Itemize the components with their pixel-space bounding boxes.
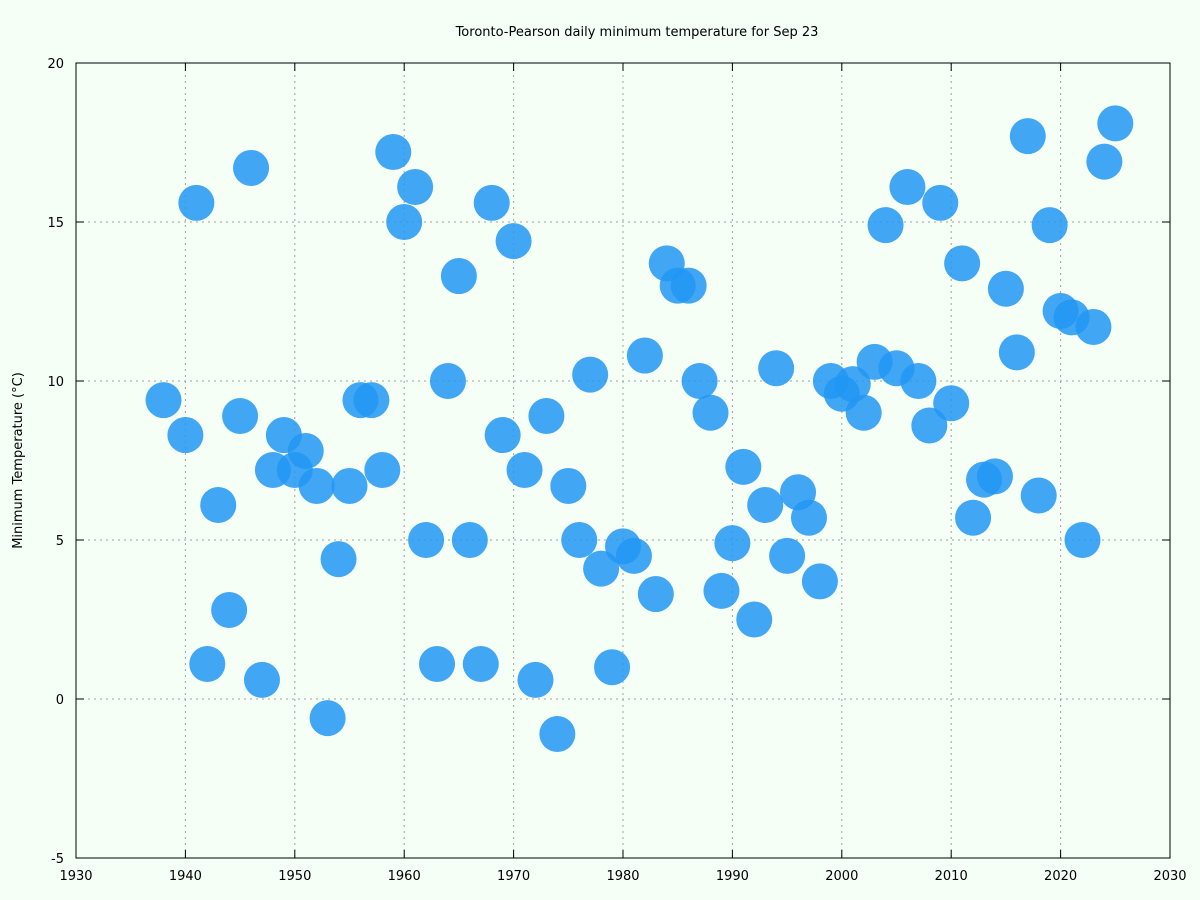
x-tick-label: 1940: [169, 869, 202, 884]
data-point: [484, 417, 521, 454]
data-point: [681, 363, 718, 399]
data-point: [736, 601, 773, 638]
data-point: [725, 448, 762, 485]
data-point: [834, 366, 871, 403]
x-tick-label: 2000: [825, 869, 858, 884]
x-tick-label: 1930: [59, 869, 92, 884]
x-tick-label: 1980: [606, 869, 639, 884]
data-point: [331, 467, 368, 504]
data-point: [594, 649, 631, 686]
data-point: [495, 223, 532, 260]
data-point: [408, 522, 445, 558]
y-tick-label: -5: [51, 852, 64, 867]
data-point: [758, 350, 795, 387]
data-point: [714, 525, 751, 562]
y-axis-label: Minimum Temperature (°C): [11, 372, 26, 549]
data-point: [451, 522, 488, 558]
data-point: [583, 550, 620, 587]
axis-ticks: [75, 62, 1171, 859]
data-point: [167, 417, 204, 454]
data-point: [911, 407, 948, 444]
data-point: [528, 397, 565, 434]
data-point: [429, 363, 466, 399]
data-point: [298, 467, 335, 504]
data-point: [1086, 143, 1123, 180]
x-tick-label: 1950: [278, 869, 311, 884]
data-point: [1031, 207, 1068, 244]
x-tick-label: 1960: [388, 869, 421, 884]
data-point: [375, 134, 412, 171]
data-point: [287, 432, 324, 469]
data-point: [1020, 477, 1057, 514]
data-point: [615, 537, 652, 574]
data-point: [211, 591, 248, 628]
data-point: [561, 522, 598, 558]
y-tick-label: 10: [47, 375, 64, 390]
data-point: [386, 204, 423, 240]
data-point: [801, 563, 838, 600]
data-point: [200, 487, 237, 524]
x-tick-label: 2030: [1153, 869, 1186, 884]
data-point: [944, 245, 981, 282]
chart-title: Toronto-Pearson daily minimum temperatur…: [455, 25, 819, 40]
data-point: [320, 541, 357, 578]
data-point: [922, 184, 959, 221]
data-point: [506, 452, 543, 489]
y-tick-label: 15: [47, 216, 64, 231]
data-point: [145, 382, 182, 419]
data-point: [998, 334, 1035, 371]
data-point: [1064, 522, 1101, 558]
data-point: [178, 184, 215, 221]
data-point: [364, 452, 401, 489]
data-point: [955, 499, 992, 536]
data-point: [222, 397, 259, 434]
data-point: [462, 646, 499, 683]
data-point: [473, 184, 510, 221]
data-point: [976, 458, 1013, 495]
x-tick-label: 2010: [935, 869, 968, 884]
data-point: [1075, 308, 1112, 345]
x-tick-label: 1990: [716, 869, 749, 884]
data-point: [900, 363, 937, 399]
data-point: [703, 572, 740, 609]
y-tick-label: 20: [47, 57, 64, 72]
y-tick-label: 5: [56, 534, 64, 549]
data-point: [353, 382, 390, 419]
data-point: [867, 207, 904, 244]
data-point: [637, 576, 674, 613]
data-points: [145, 105, 1134, 752]
data-point: [189, 646, 226, 683]
data-point: [987, 270, 1024, 307]
data-point: [397, 169, 434, 206]
data-point: [309, 700, 346, 737]
data-point: [233, 149, 270, 186]
data-point: [1009, 118, 1046, 155]
data-point: [790, 499, 827, 536]
data-point: [692, 394, 729, 431]
data-point: [572, 356, 609, 393]
data-point: [747, 487, 784, 524]
data-point: [440, 258, 477, 295]
x-tick-label: 1970: [497, 869, 530, 884]
data-point: [517, 661, 554, 698]
data-point: [419, 646, 456, 683]
data-point: [626, 337, 663, 374]
x-tick-label: 2020: [1044, 869, 1077, 884]
data-point: [550, 467, 587, 504]
data-point: [769, 537, 806, 574]
data-point: [889, 169, 926, 206]
data-point: [933, 385, 970, 422]
tick-labels: 1930 1940 1950 1960 1970 1980 1990 2000 2010 2020…: [47, 57, 1186, 884]
y-tick-label: 0: [56, 693, 64, 708]
data-point: [243, 661, 280, 698]
data-point: [845, 394, 882, 431]
data-point: [670, 267, 707, 304]
data-point: [539, 715, 576, 752]
data-point: [1097, 105, 1134, 142]
